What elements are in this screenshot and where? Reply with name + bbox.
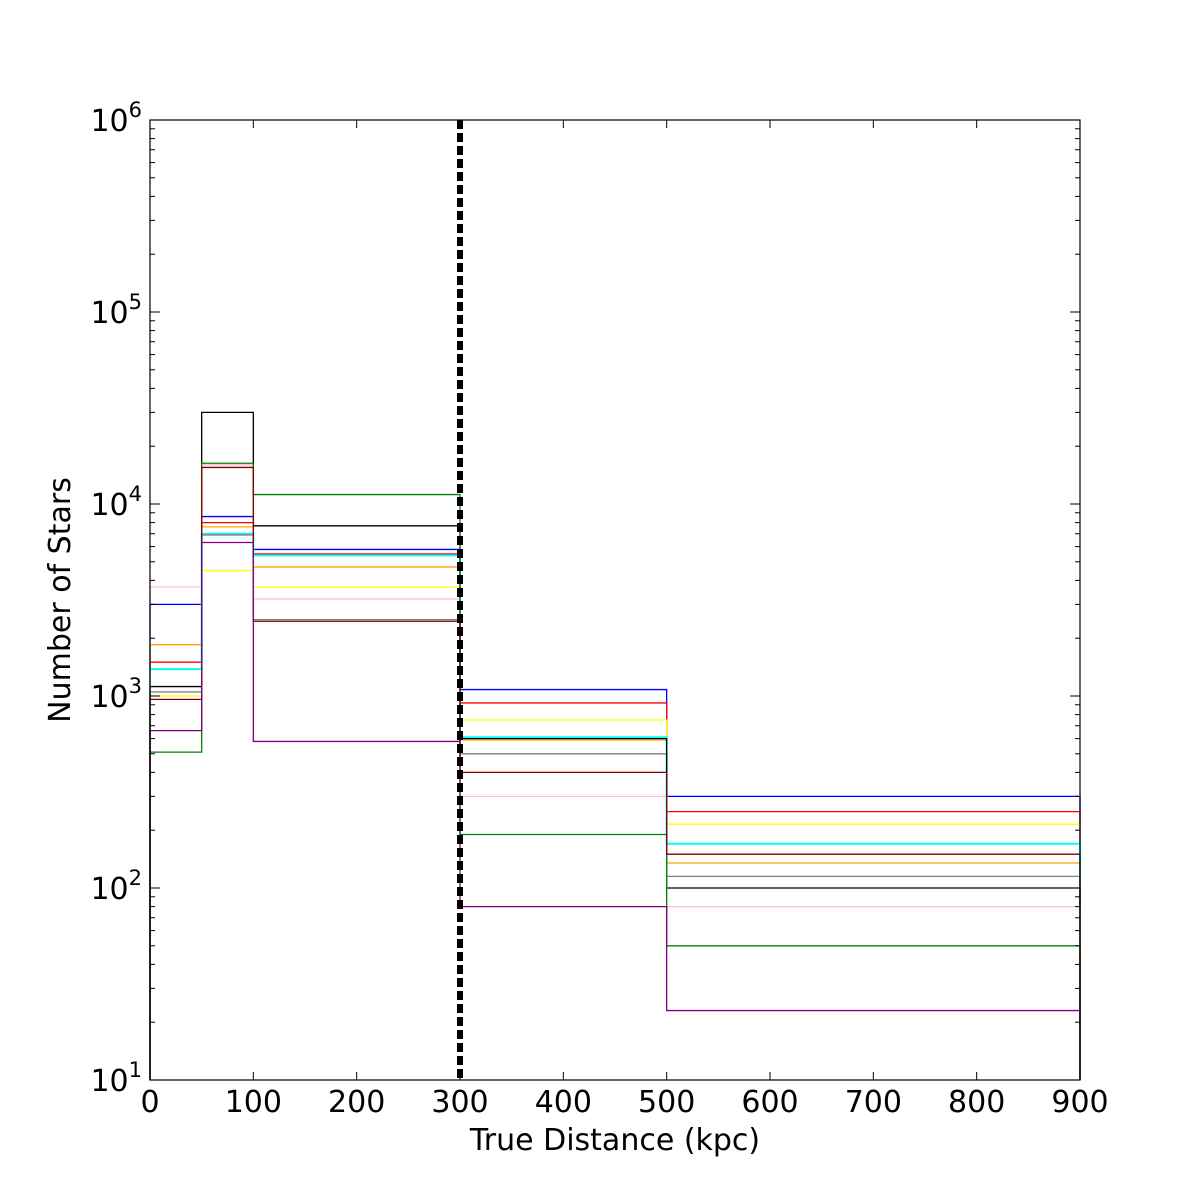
series-layer — [149, 411, 1081, 1080]
ticks-layer — [149, 119, 1081, 1081]
series-line-5 — [149, 534, 1081, 1080]
x-axis-label: True Distance (kpc) — [469, 1123, 760, 1158]
plot-frame — [149, 119, 1081, 1081]
x-tick-label: 200 — [328, 1085, 385, 1120]
x-tick-label: 900 — [1051, 1085, 1108, 1120]
x-tick-label: 800 — [948, 1085, 1005, 1120]
y-tick-label: 105 — [90, 290, 142, 331]
series-line-4 — [149, 526, 1081, 1080]
series-line-0 — [149, 515, 1081, 1080]
y-axis-label: Number of Stars — [43, 477, 78, 723]
y-tick-label: 102 — [90, 866, 142, 907]
series-line-8 — [149, 462, 1081, 1080]
y-tick-label: 106 — [90, 98, 142, 139]
tick-labels-layer: 0 100 200 300 400 500 600 700 800 900 101 102 103 104… — [90, 98, 1108, 1120]
x-tick-label: 0 — [140, 1085, 159, 1120]
y-tick-label: 101 — [90, 1058, 142, 1099]
x-tick-label: 600 — [741, 1085, 798, 1120]
x-tick-label: 100 — [225, 1085, 282, 1120]
series-line-10 — [149, 541, 1081, 1080]
series-line-7 — [149, 464, 1081, 1080]
series-line-1 — [149, 521, 1081, 1080]
x-tick-label: 300 — [431, 1085, 488, 1120]
series-line-3 — [149, 532, 1081, 1080]
x-tick-label: 500 — [638, 1085, 695, 1120]
series-line-2 — [149, 569, 1081, 1080]
x-tick-label: 700 — [845, 1085, 902, 1120]
x-tick-label: 400 — [535, 1085, 592, 1120]
series-line-6 — [149, 411, 1081, 1080]
y-tick-label: 103 — [90, 674, 142, 715]
y-tick-label: 104 — [90, 482, 142, 523]
series-line-9 — [149, 466, 1081, 1080]
